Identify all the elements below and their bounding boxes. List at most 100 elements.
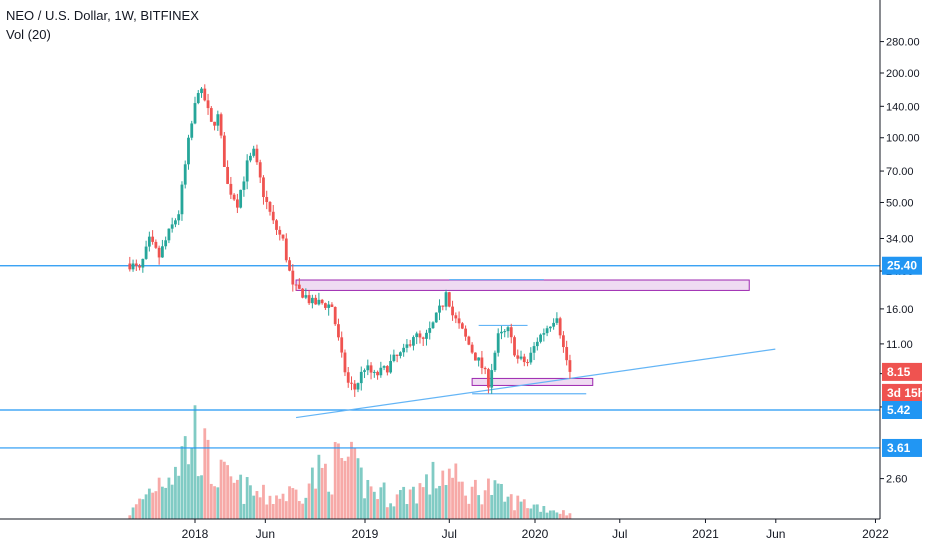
price-tick-label: 2.60 [886, 474, 907, 486]
volume-bar [539, 511, 542, 519]
price-tick-label: 16.00 [886, 304, 914, 316]
candle [170, 217, 174, 233]
price-tick-label: 70.00 [886, 166, 914, 178]
candle-body [539, 334, 542, 342]
volume-bar [542, 506, 546, 519]
candle-body [376, 371, 379, 376]
candle [164, 236, 168, 250]
candle-body [490, 370, 494, 388]
volume-bar [147, 488, 151, 519]
candle [193, 96, 197, 125]
candle-body [333, 307, 337, 325]
candle [235, 193, 239, 214]
zone-box [471, 377, 594, 386]
candle [337, 318, 340, 341]
candle [460, 322, 464, 330]
candle [441, 305, 445, 311]
volume-bar [496, 483, 500, 519]
candle-body [320, 299, 324, 304]
candle [363, 368, 366, 379]
candle [376, 370, 379, 380]
candle-body [421, 337, 425, 339]
volume-bar [562, 510, 565, 519]
volume-bar [330, 494, 334, 519]
volume-bar [297, 501, 301, 519]
candle [271, 204, 275, 225]
candle-body [288, 260, 291, 271]
price-tag-hline: 25.40 [882, 256, 922, 275]
candle-body [369, 365, 373, 373]
candle [297, 278, 301, 290]
symbol-title: NEO / U.S. Dollar, 1W, BITFINEX [6, 8, 199, 23]
volume-bar [317, 454, 321, 519]
candle [428, 321, 432, 340]
candle [415, 331, 419, 345]
volume-bar [522, 499, 526, 519]
volume-bar [490, 494, 494, 519]
volume-bar [262, 484, 265, 519]
volume-bar [558, 513, 562, 519]
candle-body [271, 211, 275, 221]
candle-body [310, 297, 314, 304]
candle [509, 323, 513, 344]
volume-bar [428, 494, 432, 519]
volume-bar [480, 504, 484, 519]
volume-bar [535, 504, 539, 519]
volume-bar [376, 499, 379, 519]
volume-bar [144, 494, 148, 519]
candle-body [193, 103, 197, 124]
candle-body [170, 224, 174, 229]
candle-body [382, 366, 386, 368]
candle-body [529, 352, 533, 363]
candle [503, 329, 507, 338]
volume-bar [451, 477, 454, 519]
candle [141, 258, 145, 273]
candle-body [190, 123, 194, 138]
candle-body [226, 166, 230, 184]
candle [389, 354, 393, 374]
candle-body [255, 148, 259, 163]
candle [565, 340, 569, 366]
candle-body [258, 162, 262, 178]
candle [447, 291, 451, 308]
candle-body [337, 324, 340, 338]
volume-bar [232, 482, 236, 519]
candle-body [477, 357, 481, 361]
candle-body [249, 155, 252, 161]
time-tick-label: Jun [256, 527, 275, 541]
volume-bar [434, 488, 438, 519]
volume-bar [545, 512, 549, 519]
volume-bar [222, 461, 226, 519]
volume-bar [271, 503, 275, 519]
candle [278, 226, 282, 241]
candle-body [552, 322, 556, 327]
volume-bar [128, 515, 132, 519]
candle-body [252, 148, 256, 156]
volume-bar [307, 483, 311, 519]
candle-body [363, 370, 366, 372]
candle [418, 330, 422, 344]
volume-bar [470, 486, 474, 519]
candle [500, 325, 503, 340]
candle-body [359, 371, 363, 384]
volume-bar [506, 496, 510, 519]
candle [350, 376, 353, 391]
candle [542, 328, 546, 342]
candle-body [487, 369, 490, 388]
candle [451, 300, 454, 321]
candle-body [415, 333, 419, 338]
volume-bar [385, 507, 389, 519]
price-tick-label: 200.00 [886, 68, 920, 80]
volume-bar [516, 495, 520, 519]
candle [151, 230, 155, 245]
candle [490, 363, 494, 394]
volume-bar [203, 428, 207, 519]
volume-bar [402, 486, 406, 519]
candle [128, 256, 132, 272]
candle [568, 354, 572, 379]
candle-body [147, 236, 151, 247]
candle [552, 318, 556, 330]
volume-bar [141, 499, 145, 519]
